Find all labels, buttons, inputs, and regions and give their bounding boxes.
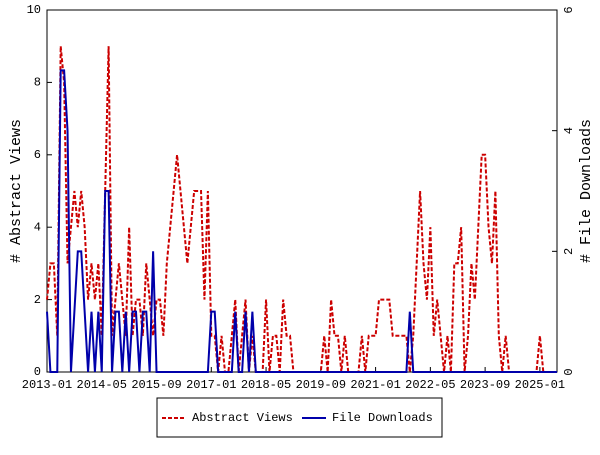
legend-label: File Downloads: [332, 411, 433, 425]
x-tick-label: 2018-05: [241, 378, 291, 392]
y-tick-label: 2: [34, 293, 41, 307]
x-tick-label: 2019-09: [296, 378, 346, 392]
y-tick-label: 4: [34, 220, 41, 234]
x-tick-label: 2013-01: [22, 378, 72, 392]
legend-label: Abstract Views: [192, 411, 293, 425]
x-tick-label: 2023-09: [460, 378, 510, 392]
series-line: [46, 69, 557, 373]
y2-tick-label: 2: [562, 248, 576, 255]
x-tick-label: 2021-01: [350, 378, 400, 392]
y2-axis-label: # File Downloads: [578, 119, 595, 263]
x-tick-label: 2022-05: [405, 378, 455, 392]
x-tick-label: 2025-01: [515, 378, 565, 392]
y2-tick-label: 4: [562, 127, 576, 134]
y-axis-label: # Abstract Views: [8, 119, 25, 263]
series-line: [46, 46, 557, 373]
legend-box: [156, 397, 443, 438]
x-tick-label: 2014-05: [77, 378, 127, 392]
y-tick-label: 0: [34, 365, 41, 379]
y-tick-label: 8: [34, 76, 41, 90]
x-tick-label: 2017-01: [186, 378, 236, 392]
y2-tick-label: 6: [562, 6, 576, 13]
y-tick-label: 10: [27, 3, 41, 17]
y-tick-label: 6: [34, 148, 41, 162]
x-tick-label: 2015-09: [131, 378, 181, 392]
y2-tick-label: 0: [562, 368, 576, 375]
